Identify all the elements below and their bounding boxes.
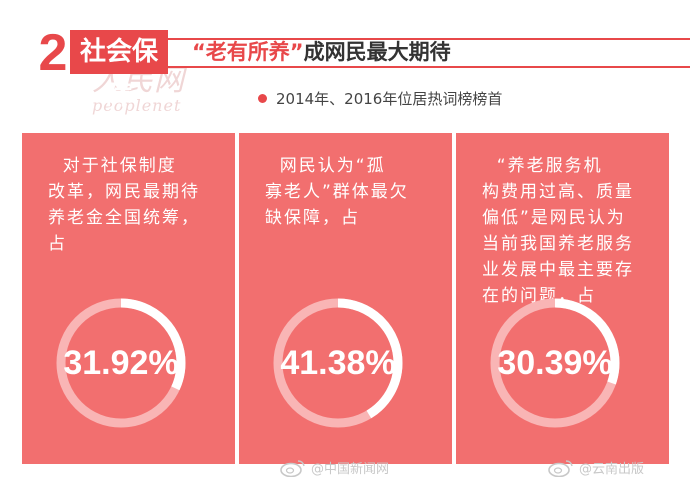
subtitle-text: 2014年、2016年位居热词榜榜首 [276,90,503,108]
stat-value: 30.39% [497,344,613,382]
stat-card: 对于社保制度 改革，网民最期待 养老金全国统筹， 占 31.92% [22,133,235,464]
ring-fill [56,298,186,428]
stat-value: 31.92% [63,344,179,382]
stat-card-text: “养老服务机 构费用过高、质量 偏低”是网民认为 当前我国养老服务 业发展中最主… [482,156,634,306]
section-number: 2 [38,24,68,82]
weibo-icon [548,459,573,477]
headline-text: “老有所养”成网民最大期待 [192,38,451,68]
bullet-dot-icon [258,94,267,103]
stat-card-text: 网民认为“孤 寡老人”群体最欠 缺保障，占 [265,156,409,228]
stat-card-text: 对于社保制度 改革，网民最期待 养老金全国统筹， 占 [48,156,200,254]
headline-banner [168,38,690,68]
stat-value: 41.38% [280,344,396,382]
headline-highlight: “老有所养” [192,40,304,64]
stat-card: 网民认为“孤 寡老人”群体最欠 缺保障，占 41.38% [239,133,452,464]
subtitle: 2014年、2016年位居热词榜榜首 [258,88,502,109]
stat-card: “养老服务机 构费用过高、质量 偏低”是网民认为 当前我国养老服务 业发展中最主… [456,133,669,464]
weibo-icon [280,459,305,477]
ring-fill [490,298,620,428]
progress-ring: 30.39% [485,293,625,433]
footer-credit-right: @云南出版 [548,458,644,477]
ring-fill [273,298,403,428]
section-title: 社会保障 [70,30,168,111]
headline-rest: 成网民最大期待 [303,40,451,64]
progress-ring: 41.38% [268,293,408,433]
footer-left-text: @中国新闻网 [311,462,390,477]
progress-ring: 31.92% [51,293,191,433]
footer-credit-left: @中国新闻网 [280,458,389,477]
footer-right-text: @云南出版 [579,462,645,477]
